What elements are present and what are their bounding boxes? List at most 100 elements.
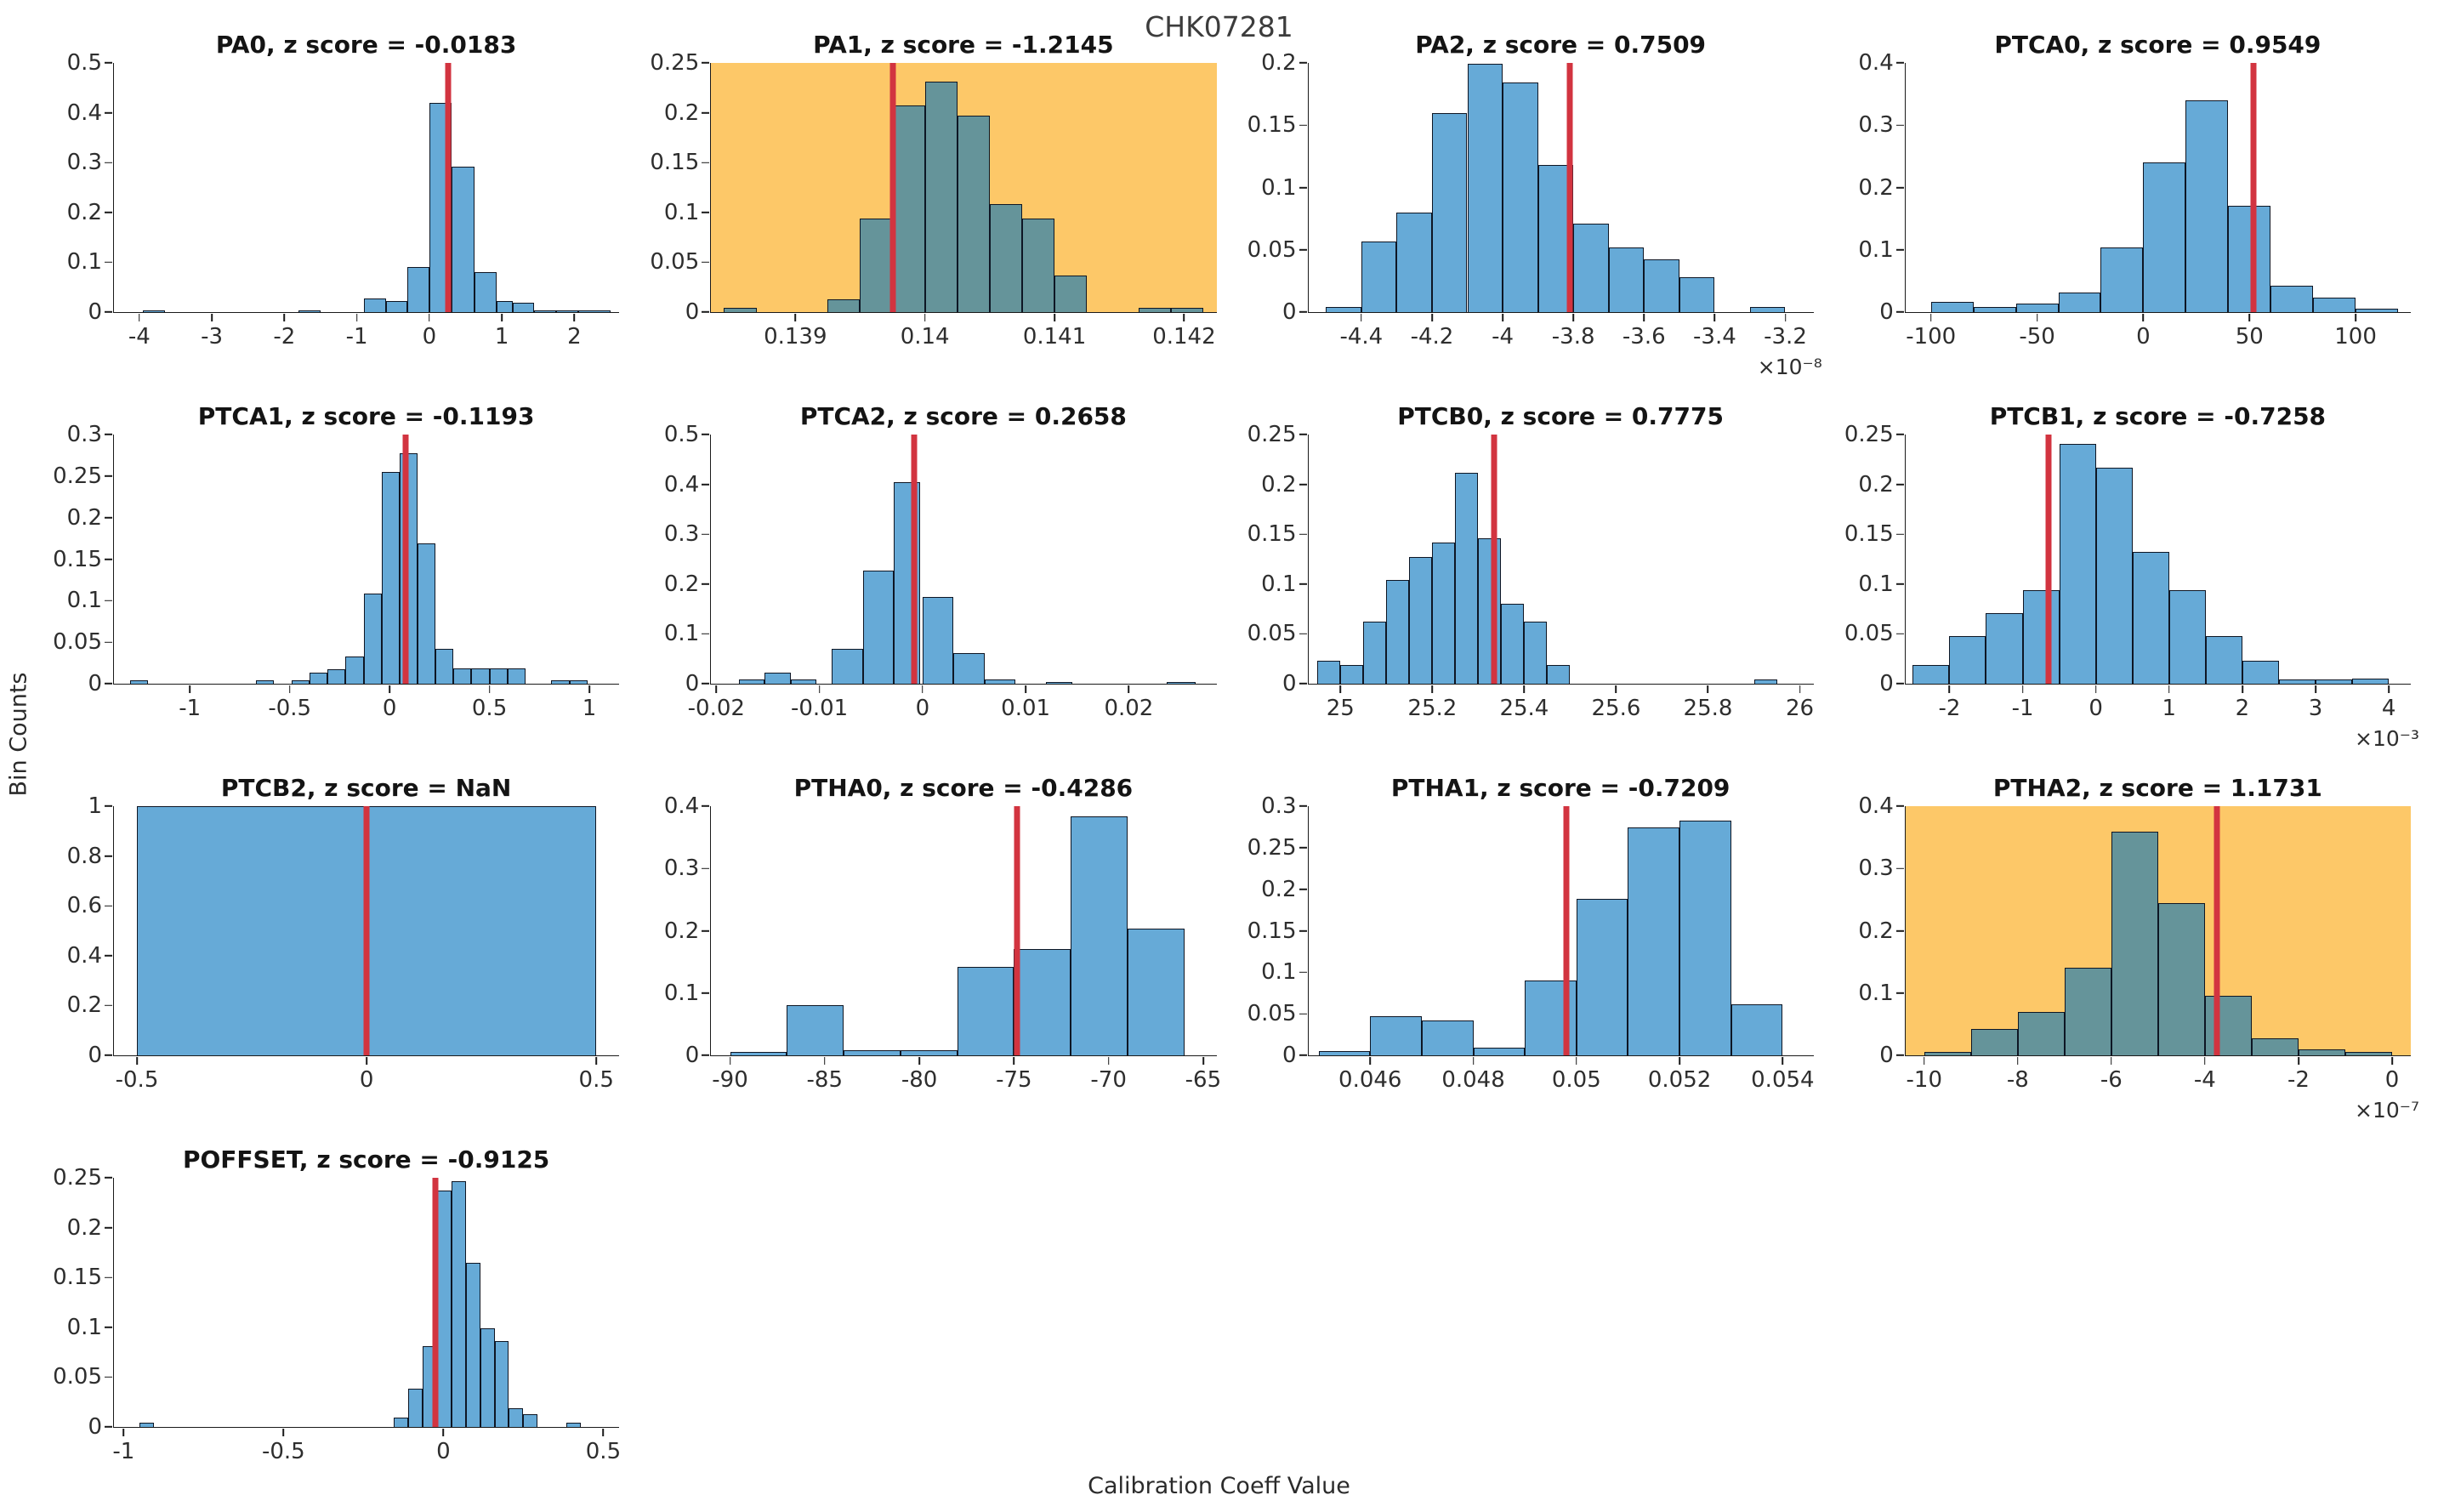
x-tick-label: 0 bbox=[436, 1439, 451, 1464]
y-tick bbox=[105, 1327, 112, 1328]
histogram-bar bbox=[2111, 832, 2158, 1055]
y-tick-label: 0.2 bbox=[663, 99, 700, 126]
histogram-bar bbox=[512, 303, 535, 312]
x-tick-label: 100 bbox=[2334, 324, 2377, 350]
y-tick-label: 0.1 bbox=[1261, 174, 1297, 201]
histogram-bar bbox=[1576, 899, 1628, 1055]
histogram-bar bbox=[860, 218, 893, 312]
x-tick bbox=[1679, 1057, 1680, 1065]
histogram-bar bbox=[394, 1418, 409, 1427]
y-tick-label: 0.15 bbox=[53, 1265, 102, 1291]
x-tick bbox=[283, 314, 286, 321]
x-tick-label: 25 bbox=[1326, 696, 1355, 721]
y-tick bbox=[105, 855, 112, 857]
y-tick-label: 0.05 bbox=[1844, 621, 1894, 647]
x-tick-label: -100 bbox=[1906, 324, 1957, 350]
x-tick bbox=[1523, 685, 1526, 693]
z-score-marker-line bbox=[2214, 806, 2220, 1055]
histogram-bar bbox=[738, 679, 765, 684]
x-tick bbox=[794, 314, 797, 321]
histogram-bar bbox=[418, 543, 436, 684]
y-tick bbox=[702, 212, 710, 213]
x-tick-label: 0 bbox=[382, 696, 397, 721]
y-tick-label: 0.8 bbox=[66, 843, 102, 869]
x-tick bbox=[429, 314, 430, 321]
plot-title: PTCB2, z score = NaN bbox=[220, 774, 512, 802]
y-tick-label: 0 bbox=[88, 1414, 102, 1440]
histogram-bar bbox=[2015, 304, 2059, 312]
z-score-marker-line bbox=[363, 806, 370, 1055]
y-tick-label: 0.1 bbox=[66, 588, 102, 614]
histogram-bar bbox=[2100, 247, 2144, 312]
histogram-bar bbox=[1730, 1004, 1783, 1055]
y-tick bbox=[702, 683, 710, 685]
histogram-bar bbox=[2205, 635, 2242, 684]
histogram-bar bbox=[407, 267, 429, 312]
x-tick-label: 0.05 bbox=[1551, 1067, 1601, 1093]
x-tick-label: -1 bbox=[345, 324, 368, 350]
x-tick bbox=[1202, 1057, 1204, 1065]
y-tick-label: 0 bbox=[685, 1043, 700, 1068]
histogram-bar bbox=[2251, 1037, 2299, 1055]
x-tick bbox=[923, 314, 926, 321]
x-tick bbox=[1431, 685, 1434, 693]
x-tick-label: -1 bbox=[112, 1439, 135, 1464]
x-tick-label: 1 bbox=[582, 696, 597, 721]
axes-PTCB0: 25 25.2 25.4 25.6 25.8 26 0 0.05 0.1 0.15 0.2 0.25 bbox=[1247, 422, 1814, 721]
x-tick-label: -0.5 bbox=[268, 696, 312, 721]
y-tick bbox=[702, 434, 710, 435]
plot-title: PTCA2, z score = 0.2658 bbox=[799, 402, 1127, 430]
y-tick bbox=[1895, 805, 1904, 807]
y-tick bbox=[105, 683, 112, 685]
y-tick-label: 0.15 bbox=[1247, 521, 1297, 548]
y-tick bbox=[702, 111, 710, 114]
y-tick-label: 0.05 bbox=[1247, 1001, 1297, 1027]
y-tick bbox=[1299, 434, 1307, 435]
y-tick bbox=[105, 516, 112, 519]
y-tick-label: 0.15 bbox=[1247, 112, 1297, 139]
x-tick-label: 0.141 bbox=[1022, 324, 1087, 350]
x-tick bbox=[2204, 1057, 2206, 1065]
histogram-bar bbox=[1409, 557, 1433, 684]
histogram-bar bbox=[2313, 298, 2356, 312]
x-tick-label: -85 bbox=[806, 1067, 844, 1093]
x-tick bbox=[1615, 685, 1617, 693]
x-tick bbox=[818, 685, 821, 693]
subplot-PTCA1: PTCA1, z score = -0.1193 -1 -0.5 0 0.5 1 0 0.05… bbox=[41, 397, 638, 769]
x-tick bbox=[1576, 1057, 1577, 1065]
x-tick-label: -0.01 bbox=[790, 696, 849, 721]
y-tick bbox=[105, 261, 112, 264]
histogram-bar bbox=[2095, 467, 2133, 684]
x-tick-label: 0.14 bbox=[900, 324, 950, 350]
x-tick bbox=[922, 685, 923, 693]
y-tick-label: 0.4 bbox=[66, 942, 102, 969]
x-tick bbox=[2355, 314, 2356, 321]
y-tick bbox=[105, 1054, 112, 1056]
histogram-bar bbox=[489, 668, 508, 684]
histogram-bar bbox=[385, 301, 408, 312]
x-tick-label: 0.139 bbox=[764, 324, 827, 350]
z-score-marker-line bbox=[1563, 806, 1570, 1055]
y-tick-label: 0.2 bbox=[1858, 918, 1894, 944]
x-tick-label: -4.4 bbox=[1339, 324, 1384, 350]
x-tick-label: 0.5 bbox=[578, 1067, 614, 1093]
histogram-bar bbox=[1501, 604, 1525, 684]
y-tick-label: 0.5 bbox=[66, 50, 102, 76]
histogram-bar bbox=[862, 570, 894, 684]
x-tick bbox=[595, 1057, 598, 1065]
axes-PTHA0: -90 -85 -80 -75 -70 -65 0 0.1 0.2 0.3 0.4 bbox=[664, 793, 1221, 1093]
y-tick-label: 0.1 bbox=[1858, 571, 1894, 597]
x-tick bbox=[1572, 314, 1574, 321]
y-tick bbox=[105, 600, 112, 602]
y-tick-label: 0.1 bbox=[663, 621, 700, 647]
y-tick bbox=[1299, 1054, 1307, 1056]
x-tick-label: 25.8 bbox=[1683, 696, 1733, 721]
y-tick-label: 0.1 bbox=[1858, 980, 1894, 1006]
y-tick-label: 0.25 bbox=[1247, 834, 1297, 861]
histogram-bar bbox=[957, 116, 990, 312]
x-tick bbox=[1948, 685, 1951, 693]
histogram-bar bbox=[1363, 622, 1387, 684]
histogram-bar bbox=[953, 652, 985, 684]
y-tick-label: 0.1 bbox=[1261, 959, 1297, 986]
y-tick bbox=[105, 558, 112, 560]
